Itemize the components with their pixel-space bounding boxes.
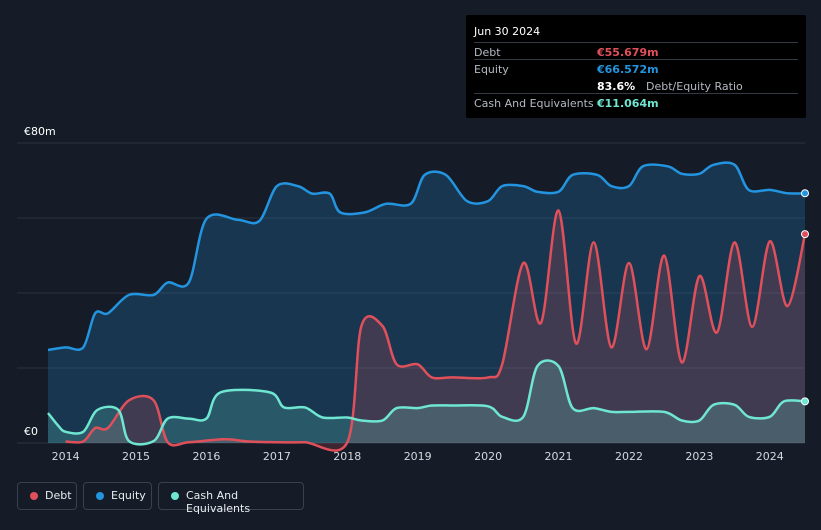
tooltip-debt-row: Debt €55.679m	[474, 42, 798, 60]
x-tick-label-2024: 2024	[756, 450, 784, 463]
cash-end-marker	[801, 397, 809, 406]
legend-equity-label: Equity	[111, 489, 146, 502]
cash-line	[47, 359, 806, 446]
equity-area	[48, 162, 805, 443]
legend-debt-label: Debt	[45, 489, 72, 502]
equity-line	[47, 161, 806, 352]
legend-equity-dot-icon	[96, 492, 104, 500]
x-tick-label-2014: 2014	[52, 450, 80, 463]
x-tick-label-2020: 2020	[474, 450, 502, 463]
legend-item-debt[interactable]: Debt	[17, 482, 77, 510]
line-layer	[47, 161, 807, 452]
tooltip-ratio-label: Debt/Equity Ratio	[646, 80, 743, 93]
tooltip-ratio-value: 83.6%	[597, 80, 636, 93]
x-tick-label-2016: 2016	[192, 450, 220, 463]
tooltip-equity-row: Equity €66.572m	[474, 59, 798, 77]
legend-cash-label: Cash And Equivalents	[186, 489, 251, 515]
x-tick-label-2019: 2019	[404, 450, 432, 463]
x-tick-label-2015: 2015	[122, 450, 150, 463]
area-layer	[48, 162, 806, 451]
legend-debt-dot-icon	[30, 492, 38, 500]
debt-end-marker	[801, 230, 809, 239]
tooltip-cash-value: €11.064m	[597, 97, 659, 110]
x-tick-label-2017: 2017	[263, 450, 291, 463]
y-axis: €0 €80m	[24, 125, 56, 438]
x-tick-label-2018: 2018	[333, 450, 361, 463]
tooltip-date: Jun 30 2024	[474, 25, 541, 38]
x-tick-label-2021: 2021	[545, 450, 573, 463]
tooltip-equity-value: €66.572m	[597, 63, 659, 76]
tooltip-debt-label: Debt	[474, 46, 501, 59]
x-axis: 2014 2015 2016 2017 2018 2019 2020 2021 2022 2023…	[52, 450, 784, 463]
grid-layer	[17, 142, 805, 444]
cash-area	[48, 360, 805, 445]
marker-layer	[801, 189, 809, 406]
debt-area	[65, 210, 806, 451]
legend-item-equity[interactable]: Equity	[83, 482, 152, 510]
legend-item-cash[interactable]: Cash And Equivalents	[158, 482, 304, 515]
tooltip-cash-row: Cash And Equivalents €11.064m	[474, 93, 798, 111]
tooltip-ratio-row: 83.6% Debt/Equity Ratio	[474, 76, 798, 94]
tooltip-cash-label: Cash And Equivalents	[474, 97, 594, 110]
legend-cash-dot-icon	[171, 492, 179, 500]
equity-end-marker	[801, 189, 809, 198]
tooltip-debt-value: €55.679m	[597, 46, 659, 59]
tooltip-equity-label: Equity	[474, 63, 509, 76]
y-tick-label-0: €0	[24, 425, 38, 438]
debt-line	[65, 209, 807, 452]
y-tick-label-1: €80m	[24, 125, 56, 138]
x-tick-label-2022: 2022	[615, 450, 643, 463]
tooltip-panel: Jun 30 2024 Debt €55.679m Equity €66.572…	[466, 15, 806, 118]
x-tick-label-2023: 2023	[685, 450, 713, 463]
